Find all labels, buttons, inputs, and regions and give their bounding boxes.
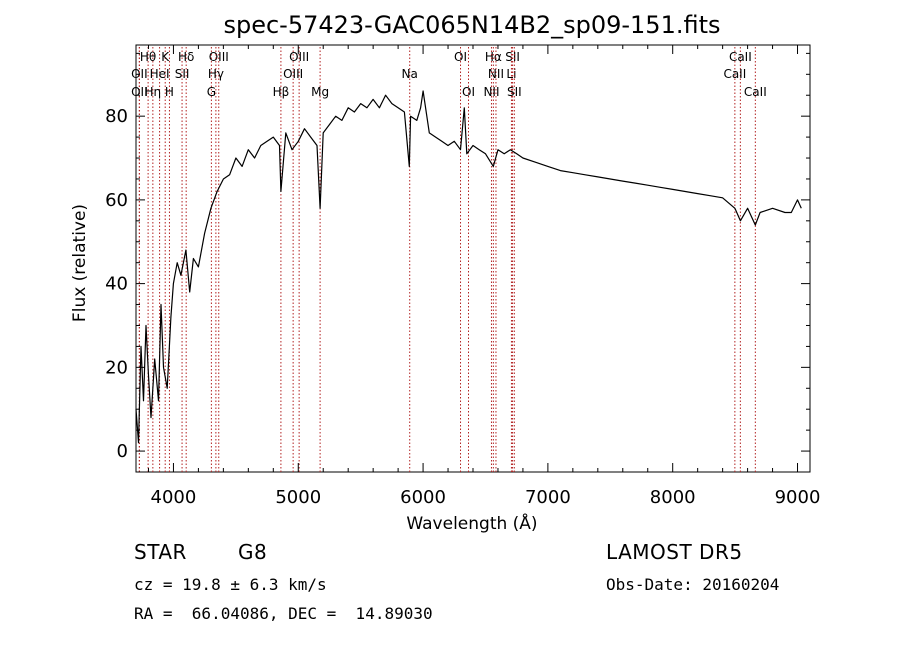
x-tick-label-3: 7000 (525, 487, 571, 508)
x-axis: 4000 5000 6000 7000 8000 9000 (147, 45, 821, 508)
line-marker-label-12: Hγ (208, 67, 224, 81)
y-tick-label-0: 0 (117, 441, 128, 462)
line-marker-label-4: OIII (289, 50, 309, 64)
x-tick-label-1: 5000 (275, 487, 321, 508)
spectrum-group (135, 90, 802, 444)
line-marker-label-14: Na (402, 67, 418, 81)
line-marker-label-23: Mg (311, 85, 329, 99)
object-subclass: G8 (238, 540, 268, 564)
obs-date-text: Obs-Date: 20160204 (606, 575, 780, 594)
line-marker-label-22: Hβ (273, 85, 290, 99)
line-marker-label-24: OI (462, 85, 475, 99)
x-tick-label-4: 8000 (650, 487, 696, 508)
y-tick-label-3: 60 (105, 190, 128, 211)
y-tick-label-1: 20 (105, 357, 128, 378)
line-marker-label-2: Hδ (178, 50, 194, 64)
spectrum-line-0 (135, 90, 802, 444)
line-marker-label-27: CaII (744, 85, 767, 99)
line-marker-label-1: K (161, 50, 170, 64)
line-marker-label-16: Li (506, 67, 516, 81)
line-marker-group: HθKHδOIIIOIIIOIHαSIICaIIOIIHeISIIHγOIIIN… (131, 47, 767, 472)
y-tick-label-4: 80 (105, 106, 128, 127)
y-axis: 0 20 40 60 80 (105, 52, 810, 473)
y-axis-label: Flux (relative) (70, 204, 90, 322)
chart-title: spec-57423-GAC065N14B2_sp09-151.fits (223, 11, 720, 39)
line-marker-label-17: CaII (723, 67, 746, 81)
plot-frame (135, 44, 811, 473)
line-marker-label-13: OIII (283, 67, 303, 81)
line-marker-label-15: NII (488, 67, 504, 81)
line-marker-label-10: HeI (150, 67, 170, 81)
line-marker-label-20: H (165, 85, 174, 99)
line-marker-label-21: G (207, 85, 216, 99)
line-marker-label-26: SII (507, 85, 522, 99)
x-axis-label: Wavelength (Å) (406, 512, 537, 534)
redshift-text: cz = 19.8 ± 6.3 km/s (134, 575, 327, 594)
x-tick-label-2: 6000 (400, 487, 446, 508)
line-marker-label-7: SII (505, 50, 520, 64)
coordinates-text: RA = 66.04086, DEC = 14.89030 (134, 604, 433, 623)
line-marker-label-18: OII (131, 85, 148, 99)
line-marker-label-19: Hη (145, 85, 162, 99)
line-marker-label-8: CaII (729, 50, 752, 64)
line-marker-label-3: OIII (209, 50, 229, 64)
line-marker-label-6: Hα (485, 50, 502, 64)
line-marker-label-5: OI (454, 50, 467, 64)
y-tick-label-2: 40 (105, 274, 128, 295)
line-marker-label-0: Hθ (140, 50, 156, 64)
x-tick-label-0: 4000 (151, 487, 197, 508)
line-marker-label-11: SII (175, 67, 190, 81)
survey-name: LAMOST DR5 (606, 540, 743, 564)
line-marker-label-25: NII (483, 85, 499, 99)
object-class: STAR (134, 540, 187, 564)
x-tick-label-5: 9000 (775, 487, 821, 508)
